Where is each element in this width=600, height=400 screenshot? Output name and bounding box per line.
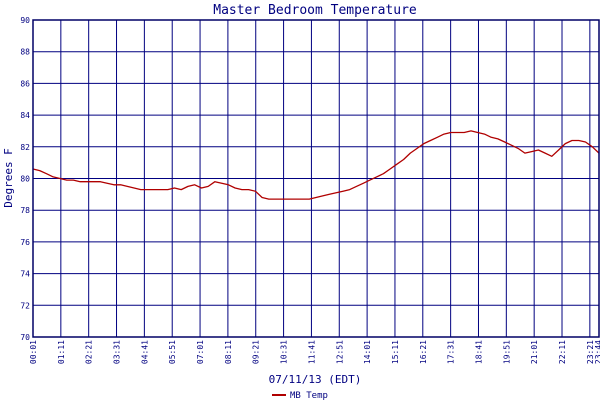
y-tick-label: 72 [20, 301, 30, 310]
chart-title: Master Bedroom Temperature [213, 3, 417, 18]
y-tick-label: 74 [20, 270, 30, 279]
plot-frame [32, 19, 600, 338]
x-tick-label: 12:51 [335, 340, 344, 364]
x-tick-label: 19:51 [502, 340, 511, 364]
y-tick-label: 76 [20, 238, 30, 247]
y-tick-label: 70 [20, 333, 30, 342]
series-layer [32, 130, 600, 200]
y-tick-label: 80 [20, 175, 30, 184]
x-tick-label: 01:11 [57, 340, 66, 364]
y-tick-label: 90 [20, 16, 30, 25]
x-tick-label: 14:01 [363, 340, 372, 364]
y-tick-label: 78 [20, 206, 30, 215]
x-tick-label: 03:31 [113, 340, 122, 364]
x-tick-label: 10:31 [280, 340, 289, 364]
x-tick-label: 02:21 [85, 340, 94, 364]
x-tick-label: 08:11 [224, 340, 233, 364]
x-tick-label: 16:21 [419, 340, 428, 364]
legend: MB Temp [272, 391, 328, 400]
x-tick-label: 04:41 [140, 340, 149, 364]
x-axis-label: 07/11/13 (EDT) [269, 373, 362, 386]
legend-label-mb-temp: MB Temp [290, 391, 328, 400]
x-tick-label: 09:21 [252, 340, 261, 364]
x-tick-label: 21:01 [530, 340, 539, 364]
y-tick-label: 86 [20, 79, 30, 88]
x-tick-label: 15:11 [391, 340, 400, 364]
x-tick-label: 23:44 [594, 340, 600, 364]
x-tick-label: 05:51 [168, 340, 177, 364]
x-tick-label: 23:21 [586, 340, 595, 364]
y-tick-label: 84 [20, 111, 30, 120]
x-tick-label: 07:01 [196, 340, 205, 364]
x-tick-label: 11:41 [307, 340, 316, 364]
tick-labels: 70 72 74 76 78 80 82 84 86 88 90 00:01 01:11 02:21 03:… [20, 16, 600, 364]
x-tick-label: 22:11 [558, 340, 567, 364]
y-tick-label: 88 [20, 48, 30, 57]
x-tick-label: 17:31 [447, 340, 456, 364]
y-tick-label: 82 [20, 143, 30, 152]
series-line-mb-temp [32, 130, 600, 200]
x-tick-label: 00:01 [29, 340, 38, 364]
x-tick-label: 18:41 [474, 340, 483, 364]
y-axis-label: Degrees F [2, 148, 15, 208]
